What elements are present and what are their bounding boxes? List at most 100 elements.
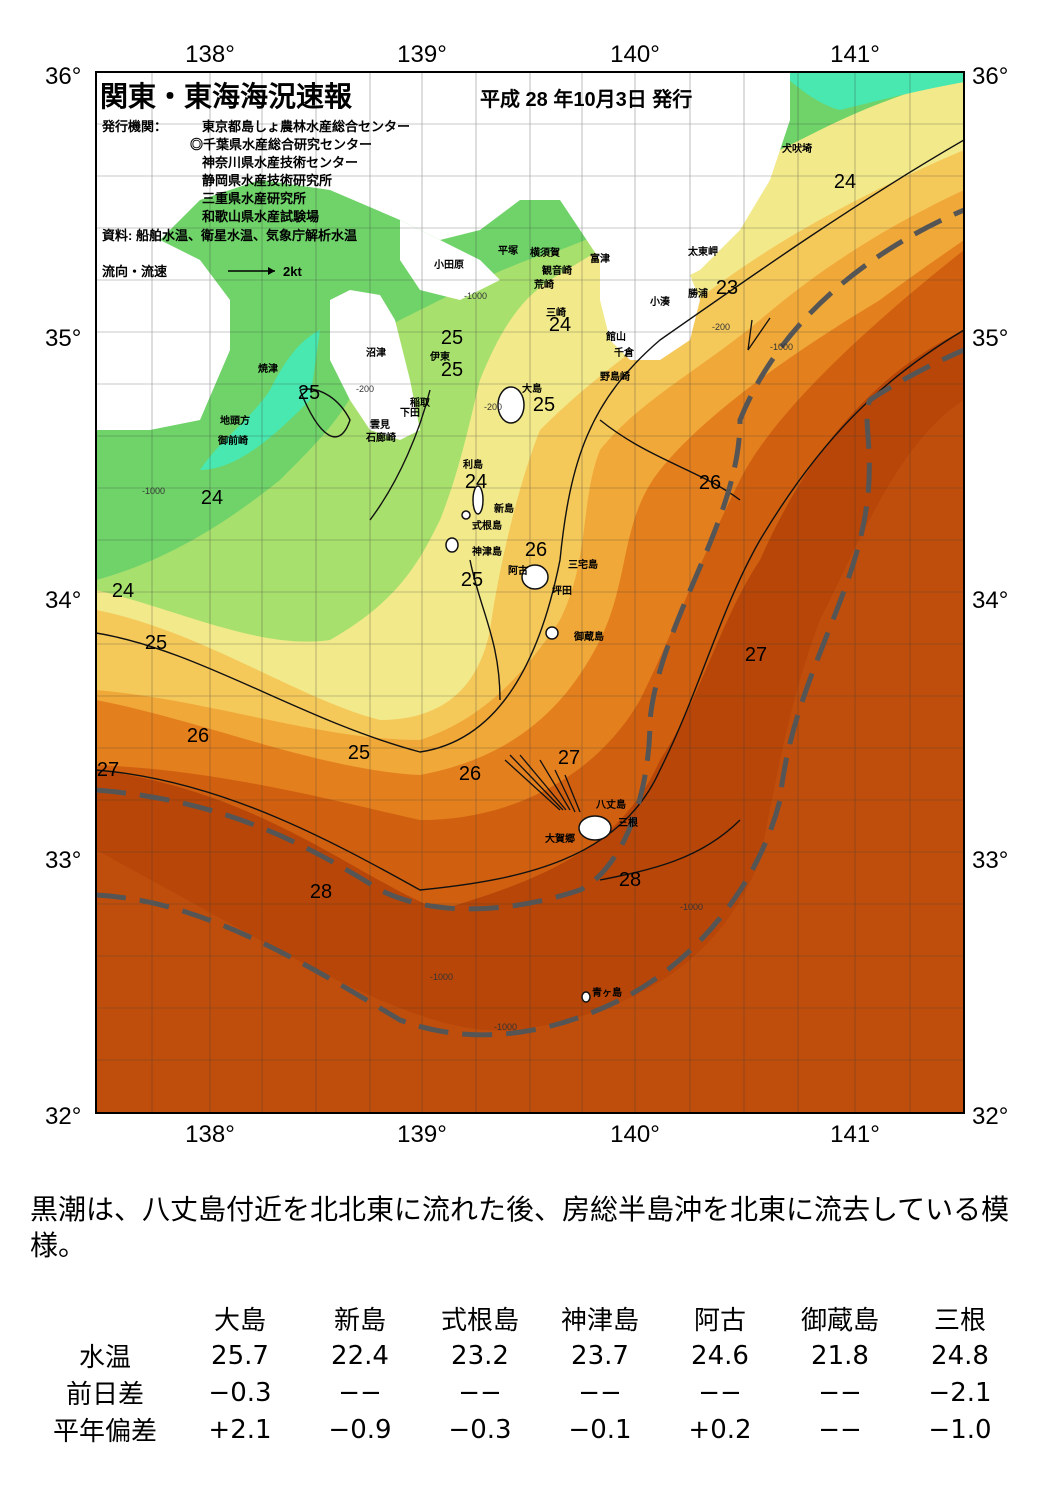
map-title: 関東・東海海況速報 <box>100 81 353 112</box>
place-label: 富津 <box>590 252 610 265</box>
lat-label-35-left: 35° <box>45 325 81 352</box>
isotherm-label: 27 <box>97 759 119 781</box>
lat-label-32-left: 32° <box>45 1103 81 1130</box>
isotherm-label: 25 <box>348 742 370 764</box>
lon-label-139-bottom: 139° <box>397 1121 447 1148</box>
place-label: 坪田 <box>552 584 572 597</box>
isotherm-label: 25 <box>298 382 320 404</box>
place-label: 千倉 <box>614 346 635 359</box>
place-label: 大島 <box>522 382 542 395</box>
lon-label-138-bottom: 138° <box>185 1121 235 1148</box>
isotherm-label: 25 <box>145 632 167 654</box>
table-cell: 22.4 <box>331 1340 389 1371</box>
lat-label-34-left: 34° <box>45 587 81 614</box>
data-source: 資料: 船舶水温、衛星水温、気象庁解析水温 <box>102 228 357 243</box>
isotherm-label: 25 <box>461 569 483 591</box>
isotherm-label: 28 <box>310 881 332 903</box>
isotherm-label: 24 <box>834 171 856 193</box>
lat-label-34-right: 34° <box>972 587 1008 614</box>
isotherm-label: 24 <box>112 580 134 602</box>
place-label: 野島崎 <box>600 370 630 383</box>
shikinejima-island <box>461 510 471 520</box>
table-cell: −2.1 <box>928 1377 992 1408</box>
place-label: 犬吠埼 <box>782 142 812 155</box>
table-cell: −0.1 <box>568 1414 632 1445</box>
table-cell: 25.7 <box>211 1340 269 1371</box>
lat-label-36-right: 36° <box>972 63 1008 90</box>
station-header: 式根島 <box>440 1306 519 1336</box>
place-label: 三根 <box>618 816 638 829</box>
station-header: 新島 <box>333 1306 386 1336</box>
table-cell: −− <box>698 1377 742 1408</box>
place-label: 石廊崎 <box>365 431 396 444</box>
arrow-head-icon <box>268 267 275 275</box>
place-label: 式根島 <box>472 519 502 532</box>
issuer-5: 三重県水産研究所 <box>202 191 306 206</box>
depth-label: -1000 <box>430 972 453 982</box>
isotherm-label: 23 <box>716 277 738 299</box>
lon-label-140-top: 140° <box>610 41 660 68</box>
table-row: 平年偏差 +2.1 −0.9 −0.3 −0.1 +0.2 −− −1.0 <box>30 1411 1020 1448</box>
isotherm-label: 26 <box>187 725 209 747</box>
niijima-island <box>472 485 484 515</box>
place-label: 雲見 <box>370 419 390 431</box>
grid-lines <box>96 72 964 1113</box>
depth-label: -1000 <box>494 1022 517 1032</box>
place-label: 三宅島 <box>568 558 598 571</box>
station-header: 三根 <box>933 1306 986 1336</box>
depth-label: -1000 <box>464 291 487 301</box>
isotherm-label: 27 <box>558 747 580 769</box>
lat-label-36-left: 36° <box>45 63 81 90</box>
table-cell: +0.2 <box>688 1414 752 1445</box>
lat-label-33-right: 33° <box>972 847 1008 874</box>
table-cell: 23.2 <box>451 1340 509 1371</box>
map-frame <box>95 71 965 1114</box>
hachijojima-island <box>578 815 612 841</box>
depth-label: -1000 <box>680 902 703 912</box>
place-label: 焼津 <box>258 362 278 375</box>
oshima-island <box>497 386 525 424</box>
issuer-1: 東京都島しょ農林水産総合センター <box>202 119 410 134</box>
lon-label-141-bottom: 141° <box>830 1121 880 1148</box>
table-cell: −0.3 <box>448 1414 512 1445</box>
lat-label-33-left: 33° <box>45 847 81 874</box>
place-label: 大賀郷 <box>545 832 575 845</box>
isotherm-label: 24 <box>465 471 487 493</box>
table-header-row: 大島 新島 式根島 神津島 阿古 御蔵島 三根 <box>30 1300 1020 1337</box>
lon-label-140-bottom: 140° <box>610 1121 660 1148</box>
depth-label: -200 <box>484 402 502 412</box>
row-label: 前日差 <box>65 1380 144 1410</box>
place-label: 御蔵島 <box>573 630 604 643</box>
place-label: 伊東 <box>429 350 450 363</box>
table-cell: −0.9 <box>328 1414 392 1445</box>
table-cell: +2.1 <box>208 1414 272 1445</box>
lon-label-141-top: 141° <box>830 41 880 68</box>
lon-label-139-top: 139° <box>397 41 447 68</box>
table-row: 前日差 −0.3 −− −− −− −− −− −2.1 <box>30 1374 1020 1411</box>
table-cell: −− <box>338 1377 382 1408</box>
place-label: 小湊 <box>649 295 671 308</box>
place-label: 下田 <box>400 407 420 419</box>
place-label: 新島 <box>494 502 514 515</box>
place-label: 荒崎 <box>533 278 554 291</box>
observation-table: 大島 新島 式根島 神津島 阿古 御蔵島 三根 水温 25.7 22.4 23.… <box>30 1300 1020 1448</box>
latitude-labels-right: 36° 35° 34° 33° 32° <box>972 63 1008 1130</box>
issue-date: 平成 28 年10月3日 発行 <box>480 87 692 111</box>
table-cell: −0.3 <box>208 1377 272 1408</box>
isotherm-label: 25 <box>441 327 463 349</box>
kuroshio-summary: 黒潮は、八丈島付近を北北東に流れた後、房総半島沖を北東に流去している模様。 <box>30 1193 1010 1262</box>
longitude-labels-top: 138° 139° 140° 141° <box>185 41 880 68</box>
place-label: 沼津 <box>366 346 386 359</box>
isotherm-label: 26 <box>699 472 721 494</box>
table-cell: −− <box>458 1377 502 1408</box>
isotherm-label: 26 <box>525 539 547 561</box>
issuer-list: 発行機関： 東京都島しょ農林水産総合センター ◎千葉県水産総合研究センター 神奈… <box>101 119 410 279</box>
place-label: 地頭方 <box>220 414 250 427</box>
lat-label-32-right: 32° <box>972 1103 1008 1130</box>
longitude-labels-bottom: 138° 139° 140° 141° <box>185 1121 880 1148</box>
latitude-labels-left: 36° 35° 34° 33° 32° <box>45 63 81 1130</box>
miyakejima-island <box>521 564 549 590</box>
table-row: 水温 25.7 22.4 23.2 23.7 24.6 21.8 24.8 <box>30 1337 1020 1374</box>
place-label: 八丈島 <box>595 798 626 811</box>
station-header: 御蔵島 <box>800 1306 879 1336</box>
